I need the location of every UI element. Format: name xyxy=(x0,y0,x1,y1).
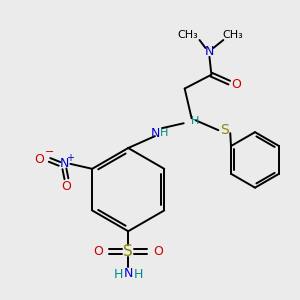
Text: O: O xyxy=(231,78,241,91)
Text: H: H xyxy=(160,128,168,138)
Text: CH₃: CH₃ xyxy=(223,30,244,40)
Text: N: N xyxy=(124,267,133,280)
Text: S: S xyxy=(220,123,229,137)
Text: O: O xyxy=(94,244,103,258)
Text: N: N xyxy=(60,158,69,170)
Text: −: − xyxy=(45,147,54,157)
Text: N: N xyxy=(205,45,214,58)
Text: H: H xyxy=(190,116,199,126)
Text: H: H xyxy=(114,268,123,281)
Text: O: O xyxy=(35,153,45,167)
Text: N: N xyxy=(150,127,160,140)
Text: H: H xyxy=(134,268,143,281)
Text: O: O xyxy=(153,244,163,258)
Text: CH₃: CH₃ xyxy=(177,30,198,40)
Text: O: O xyxy=(61,180,71,193)
Text: +: + xyxy=(66,153,74,163)
Text: S: S xyxy=(123,244,133,259)
